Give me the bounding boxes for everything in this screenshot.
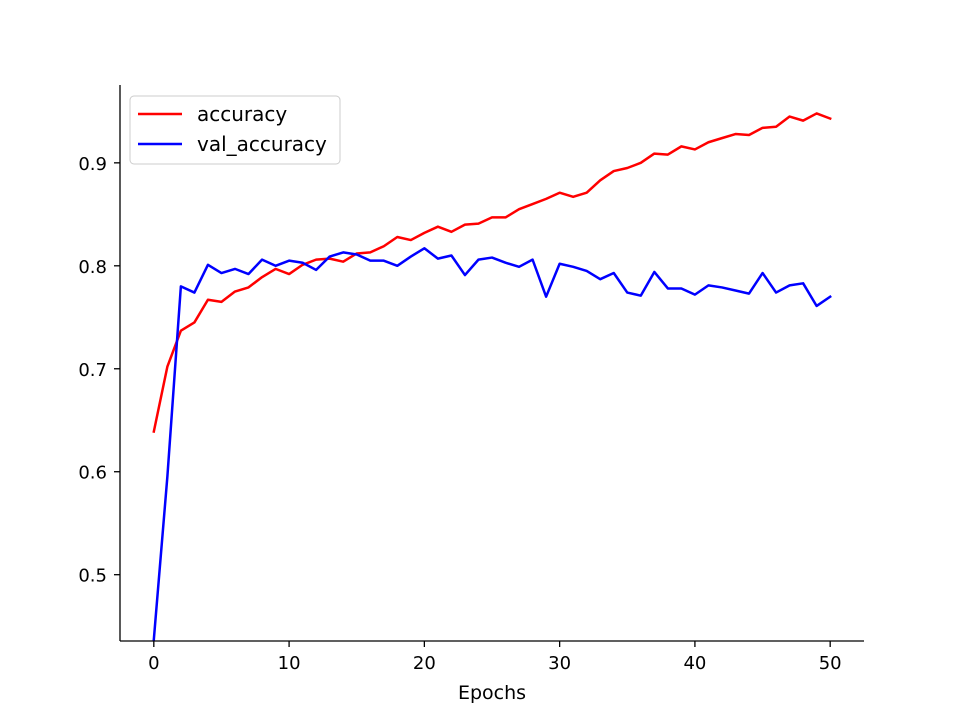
series-line-val-accuracy [152,247,832,641]
y-axis-ticks: 0.5 0.6 0.7 0.8 0.9 [78,154,120,587]
y-tick-label: 0.7 [78,360,107,381]
plot-area [152,112,832,641]
x-tick-label: 20 [413,653,436,674]
legend-frame [129,95,341,165]
y-tick-label: 0.8 [78,257,107,278]
x-tick-label: 30 [548,653,571,674]
legend-label-accuracy: accuracy [197,102,287,126]
axes: 0 10 20 30 40 50 0.5 0.6 0.7 0.8 0.9 [78,85,864,674]
x-axis-ticks: 0 10 20 30 40 50 [148,641,842,674]
legend: accuracy val_accuracy [129,95,341,165]
legend-label-val-accuracy: val_accuracy [197,132,327,156]
y-tick-label: 0.6 [78,463,107,484]
x-tick-label: 10 [278,653,301,674]
x-tick-label: 50 [819,653,842,674]
x-tick-label: 0 [148,653,159,674]
series-line-accuracy [152,112,832,434]
y-tick-label: 0.9 [78,154,107,175]
y-tick-label: 0.5 [78,566,107,587]
x-axis-label: Epochs [458,682,526,704]
x-tick-label: 40 [683,653,706,674]
